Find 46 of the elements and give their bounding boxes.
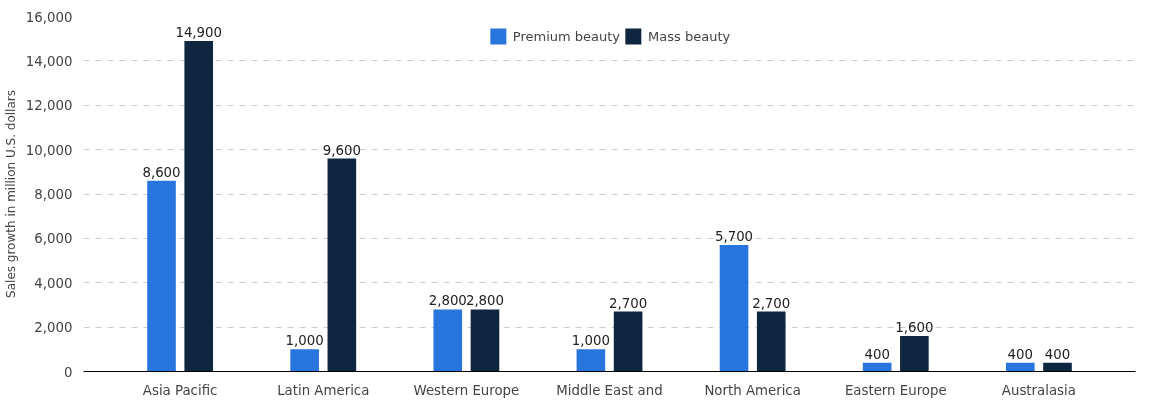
data-label: 8,600 [142, 164, 181, 180]
data-label: 2,800 [428, 293, 467, 309]
y-axis-title: Sales growth in million U.S. dollars [3, 90, 18, 298]
y-tick-label: 0 [64, 364, 73, 380]
y-tick-label: 16,000 [25, 9, 73, 25]
bar [719, 245, 749, 372]
data-label: 1,000 [285, 333, 324, 349]
x-tick-label: Eastern Europe [844, 382, 947, 398]
y-tick-label: 8,000 [34, 187, 73, 202]
data-label: 400 [1044, 346, 1071, 362]
bar [433, 309, 463, 372]
legend-label: Premium beauty [512, 28, 621, 44]
data-label: 2,700 [752, 295, 791, 311]
bar [613, 311, 643, 372]
data-label: 2,800 [465, 293, 505, 309]
y-tick-label: 2,000 [34, 320, 73, 336]
x-tick-label: North America [704, 382, 801, 398]
x-tick-label: Western Europe [413, 382, 520, 398]
data-label: 1,000 [571, 333, 610, 349]
data-label: 9,600 [322, 142, 361, 158]
bar [147, 180, 176, 372]
bar [1005, 362, 1035, 372]
bar [756, 311, 786, 372]
x-tick-label: Asia Pacific [142, 382, 218, 398]
y-tick-label: 4,000 [34, 275, 73, 291]
bar [1043, 362, 1072, 372]
bar [576, 349, 606, 372]
data-label: 400 [864, 346, 890, 362]
bar [900, 336, 929, 372]
bar [290, 349, 319, 372]
y-tick-label: 14,000 [25, 53, 73, 69]
y-tick-label: 6,000 [34, 231, 73, 247]
legend-label: Mass beauty [648, 28, 731, 44]
y-tick-label: 10,000 [25, 142, 73, 158]
bar [327, 158, 357, 372]
data-label: 5,700 [714, 229, 754, 245]
x-tick-label: Australasia [1001, 382, 1076, 398]
x-tick-label: Middle East and [556, 382, 663, 398]
data-label: 2,700 [609, 295, 648, 311]
y-tick-label: 12,000 [25, 98, 73, 114]
bar [184, 40, 214, 372]
data-label: 14,900 [175, 24, 223, 40]
data-label: 400 [1007, 346, 1034, 362]
data-label: 1,600 [895, 320, 934, 335]
bar [470, 309, 500, 372]
x-tick-label: Latin America [277, 382, 370, 398]
